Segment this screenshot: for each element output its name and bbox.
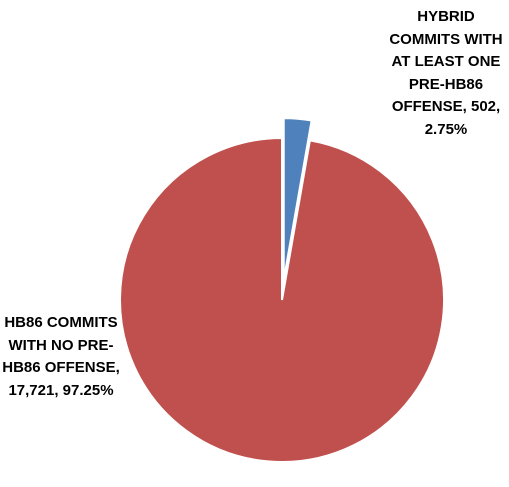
pie-slice-hybrid-commits (282, 117, 313, 281)
pie-slice-hb86-commits (119, 136, 445, 463)
slice-label-hb86-commits: HB86 COMMITS WITH NO PRE-HB86 OFFENSE, 1… (2, 314, 120, 399)
slice-label-hybrid-commits: HYBRID COMMITS WITH AT LEAST ONE PRE-HB8… (389, 8, 503, 138)
